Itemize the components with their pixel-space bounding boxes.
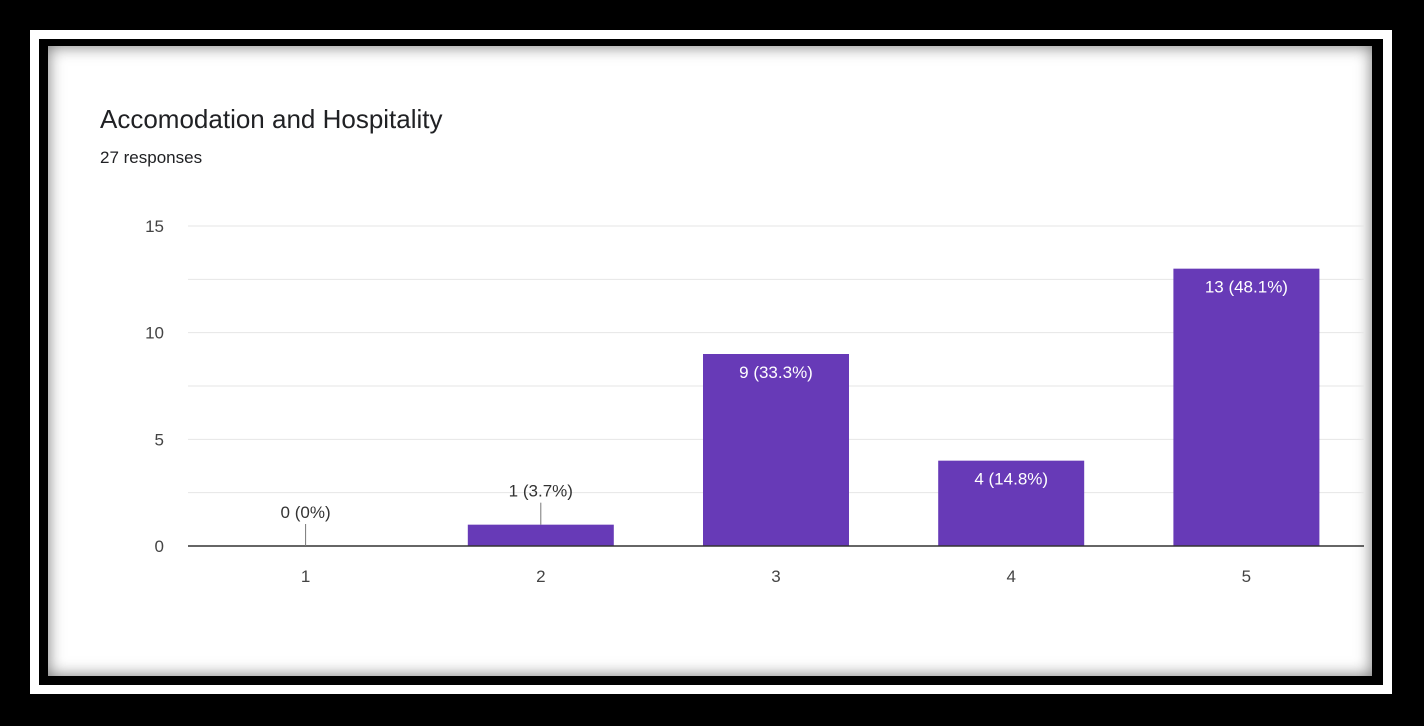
x-tick-label: 5 [1242,567,1251,586]
chart-card: Accomodation and Hospitality 27 response… [48,46,1372,676]
data-label: 13 (48.1%) [1205,278,1288,297]
y-tick-label: 0 [155,537,164,556]
bar-5[interactable] [1173,268,1320,546]
bar-4[interactable] [938,460,1085,546]
x-tick-label: 2 [536,567,545,586]
y-tick-label: 15 [145,217,164,236]
bar-2[interactable] [467,524,614,546]
data-label: 1 (3.7%) [509,482,573,501]
y-tick-label: 10 [145,324,164,343]
response-count: 27 responses [100,148,203,167]
bar-3[interactable] [703,354,849,546]
x-axis-ticks: 1 2 3 4 5 [301,567,1251,586]
chart-title: Accomodation and Hospitality [100,104,443,134]
bars [467,268,1320,546]
x-tick-label: 4 [1006,567,1015,586]
bar-chart: 0 5 10 15 1 2 3 4 5 0 (0%) 1 (3.7%) 9 (33.3%) 4 (1… [145,217,1364,586]
data-label: 4 (14.8%) [974,470,1048,489]
x-tick-label: 1 [301,567,310,586]
data-labels: 0 (0%) 1 (3.7%) 9 (33.3%) 4 (14.8%) 13 (48.1… [281,278,1288,546]
y-axis-ticks: 0 5 10 15 [145,217,164,556]
data-label: 9 (33.3%) [739,363,813,382]
y-tick-label: 5 [155,430,164,449]
x-tick-label: 3 [771,567,780,586]
data-label: 0 (0%) [281,503,331,522]
